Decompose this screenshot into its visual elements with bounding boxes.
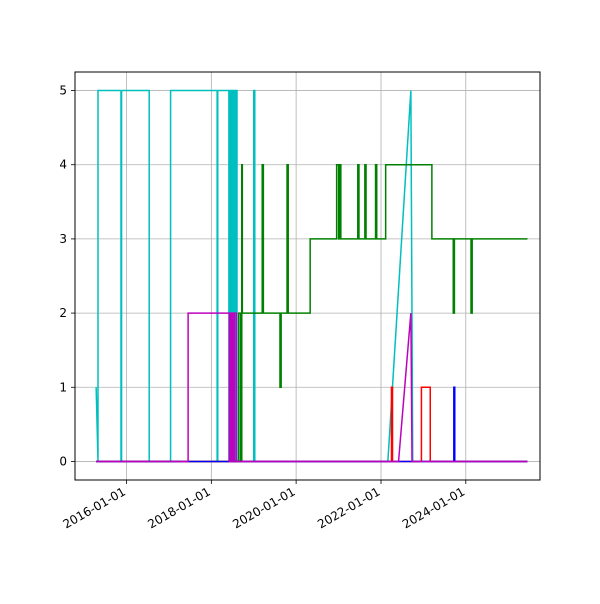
x-tick-label: 2022-01-01 <box>315 484 382 531</box>
grid <box>75 72 540 480</box>
plot-frame <box>74 71 541 481</box>
x-tick-label: 2016-01-01 <box>61 484 128 531</box>
series-group <box>95 89 528 463</box>
y-tick-label: 4 <box>59 158 67 172</box>
y-tick-label: 3 <box>59 232 67 246</box>
series-line-1 <box>95 89 528 463</box>
y-tick-label: 2 <box>59 306 67 320</box>
series-line-5 <box>96 312 528 463</box>
x-tick-label: 2024-01-01 <box>400 484 467 531</box>
series-line-2 <box>96 163 528 463</box>
series-line-4 <box>96 386 528 463</box>
y-tick-label: 1 <box>59 380 67 394</box>
x-tick-label: 2018-01-01 <box>145 484 212 531</box>
y-tick-label: 5 <box>59 84 67 98</box>
x-tick-label: 2020-01-01 <box>230 484 297 531</box>
y-tick-label: 0 <box>59 454 67 468</box>
series-line-3 <box>96 386 528 463</box>
